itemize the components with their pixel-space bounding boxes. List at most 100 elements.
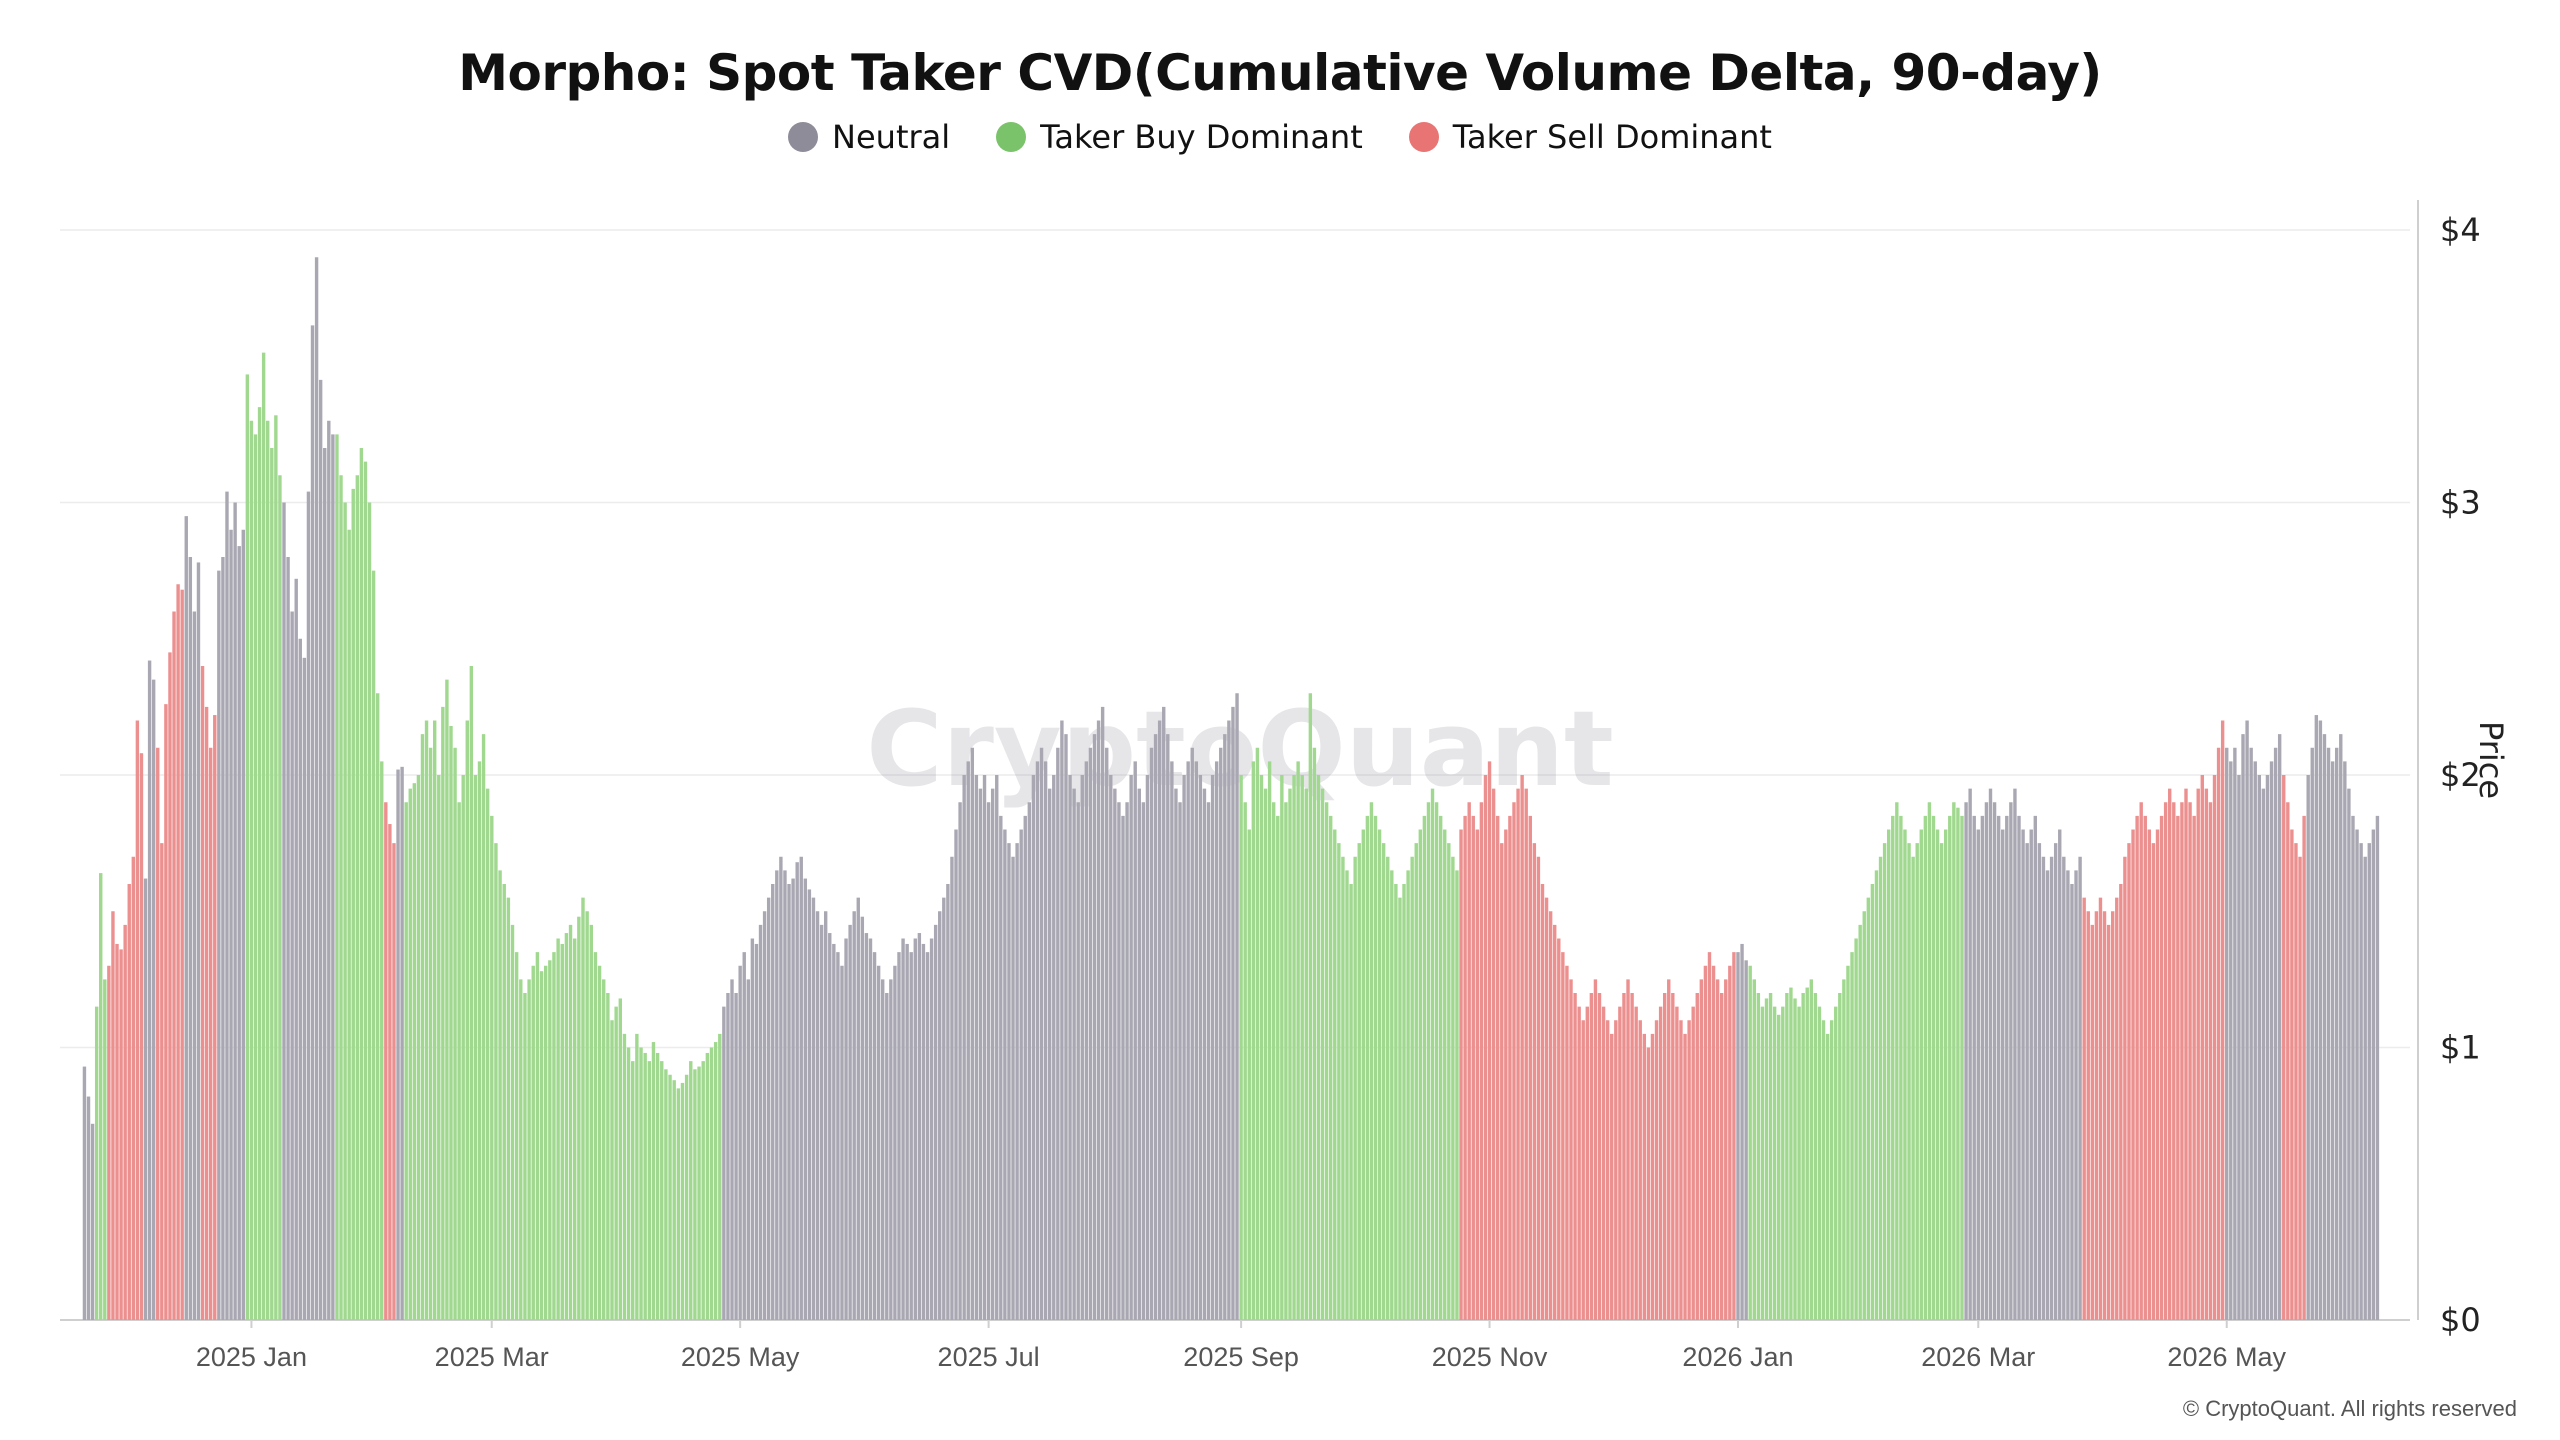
legend-label-sell: Taker Sell Dominant [1452,118,1772,156]
bar [1353,856,1357,1320]
bar [1447,843,1451,1321]
bar [188,557,193,1320]
bar [535,952,540,1321]
bar [1426,802,1431,1320]
bar [2098,897,2103,1321]
bar [1430,788,1435,1321]
bar [1035,761,1040,1321]
bar [2188,802,2192,1320]
bar [917,933,922,1320]
bar [982,775,987,1320]
bar [1817,1006,1822,1321]
bar [1003,829,1007,1320]
bar [1178,802,1182,1320]
bar [2151,843,2156,1321]
bar [1744,960,1748,1320]
bar [1707,952,1712,1321]
bar [1105,747,1109,1320]
bar [473,775,478,1320]
bar [1390,870,1394,1321]
bar [742,952,746,1321]
y-tick-label: $2 [2440,756,2481,794]
bar [1064,734,1068,1321]
bar [2135,815,2139,1321]
bar [2310,747,2314,1320]
bar [2143,815,2147,1321]
bar [754,943,759,1320]
bar [1394,884,1398,1320]
bar [2196,788,2200,1321]
bar [1056,747,1060,1320]
bar [225,491,229,1321]
bar [664,1069,668,1320]
bar [1324,802,1329,1320]
bar [999,815,1003,1321]
bar [852,911,856,1320]
bar [1695,993,1699,1320]
bar [1614,1020,1618,1320]
bar [318,379,323,1321]
bar [392,843,396,1321]
bar [2110,911,2115,1320]
bar [2208,802,2213,1320]
bar [758,924,763,1321]
bar [2045,870,2050,1321]
bar [119,949,123,1320]
bar [1471,815,1475,1321]
bar [643,1052,647,1320]
bar [1206,802,1211,1320]
bar [314,257,319,1320]
bar [2273,747,2278,1320]
bar [1907,843,1911,1321]
bar [1039,747,1044,1320]
bar [651,1042,656,1320]
bar [131,856,136,1320]
bar [1858,924,1862,1321]
bar [2302,815,2306,1321]
bar [1874,870,1879,1321]
bar [1630,993,1634,1320]
bar [1011,856,1015,1320]
bar [1100,706,1105,1321]
bar [465,720,469,1320]
bar [1121,815,1125,1321]
bar [1080,775,1084,1320]
bar [172,611,176,1320]
bar [921,943,926,1320]
legend-item-neutral[interactable]: Neutral [788,118,950,156]
bar [548,960,552,1320]
bar [147,660,152,1320]
bar [1646,1047,1651,1320]
bar [1304,788,1308,1321]
bar [1728,965,1732,1320]
bar [1854,938,1858,1320]
bar [1785,993,1789,1320]
bar [577,916,581,1320]
bar [2200,775,2204,1320]
bar [1483,775,1488,1320]
legend-item-buy[interactable]: Taker Buy Dominant [996,118,1363,156]
bar [2330,761,2335,1321]
bar [282,502,286,1320]
bar [1553,924,1557,1321]
bar [966,761,970,1321]
bar [1418,829,1423,1320]
bar [1720,993,1724,1320]
bar [2237,775,2241,1320]
bar [1667,979,1671,1321]
bar [270,448,274,1320]
legend-item-sell[interactable]: Taker Sell Dominant [1408,118,1772,156]
bar [2192,815,2196,1321]
bar [164,704,168,1320]
x-tick-label: 2025 Jan [196,1342,307,1372]
bar [2371,829,2376,1320]
bar [1711,965,1716,1320]
bar [196,562,201,1320]
bar [1915,843,1919,1321]
bar [1129,775,1133,1320]
bar [1540,884,1545,1320]
bar [351,488,355,1321]
bar [519,979,523,1321]
bar [1463,815,1467,1321]
bar [156,747,160,1320]
